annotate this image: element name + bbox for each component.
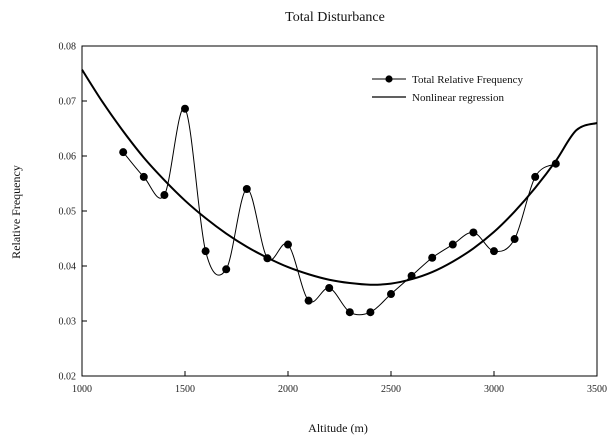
series-line-nonlinear-regression (81, 69, 598, 286)
x-tick-label: 3500 (587, 384, 607, 395)
y-tick-label: 0.04 (59, 262, 77, 273)
y-tick-label: 0.08 (59, 42, 77, 53)
x-tick-label: 3000 (484, 384, 504, 395)
data-point-total-relative-frequency (139, 172, 148, 181)
data-point-total-relative-frequency (119, 148, 128, 157)
data-point-total-relative-frequency (242, 185, 251, 193)
data-point-total-relative-frequency (201, 247, 210, 256)
x-axis-title: Altitude (m) (308, 421, 368, 435)
data-point-total-relative-frequency (325, 284, 334, 292)
x-tick-label: 1000 (72, 384, 92, 395)
data-point-total-relative-frequency (366, 308, 375, 317)
data-point-total-relative-frequency (181, 104, 189, 113)
data-point-total-relative-frequency (160, 191, 169, 200)
y-tick-label: 0.07 (59, 97, 77, 108)
data-point-total-relative-frequency (531, 172, 540, 181)
y-tick-label: 0.05 (59, 207, 77, 218)
y-tick-label: 0.03 (59, 317, 77, 328)
data-point-total-relative-frequency (387, 290, 395, 299)
legend: Total Relative Frequency Nonlinear regre… (372, 74, 524, 104)
data-point-total-relative-frequency (469, 228, 478, 237)
data-point-total-relative-frequency (304, 296, 313, 305)
x-axis: 1000 1500 2000 2500 3000 3500 (72, 371, 607, 395)
y-axis: 0.02 0.03 0.04 0.05 0.06 0.07 0.08 (59, 42, 87, 383)
data-point-total-relative-frequency (428, 253, 437, 262)
data-point-total-relative-frequency (510, 235, 519, 244)
chart-title: Total Disturbance (285, 10, 385, 25)
x-tick-label: 2500 (381, 384, 401, 395)
legend-marker-total-relative-frequency (385, 75, 393, 83)
data-point-total-relative-frequency (222, 265, 231, 274)
legend-label-nonlinear-regression: Nonlinear regression (412, 92, 504, 104)
data-point-total-relative-frequency (551, 159, 560, 168)
y-axis-title: Relative Frequency (9, 165, 23, 259)
data-point-total-relative-frequency (263, 254, 272, 263)
y-tick-label: 0.02 (59, 372, 77, 383)
data-point-total-relative-frequency (284, 240, 292, 249)
series-line-total-relative-frequency (122, 107, 557, 316)
x-tick-label: 1500 (175, 384, 195, 395)
plot-frame (81, 45, 598, 377)
data-point-total-relative-frequency (345, 308, 354, 317)
x-tick-label: 2000 (278, 384, 298, 395)
data-point-total-relative-frequency (407, 271, 416, 280)
legend-label-total-relative-frequency: Total Relative Frequency (412, 74, 524, 86)
series-layer (81, 69, 598, 317)
data-point-total-relative-frequency (490, 247, 498, 256)
data-point-total-relative-frequency (448, 240, 457, 249)
y-tick-label: 0.06 (59, 152, 77, 163)
